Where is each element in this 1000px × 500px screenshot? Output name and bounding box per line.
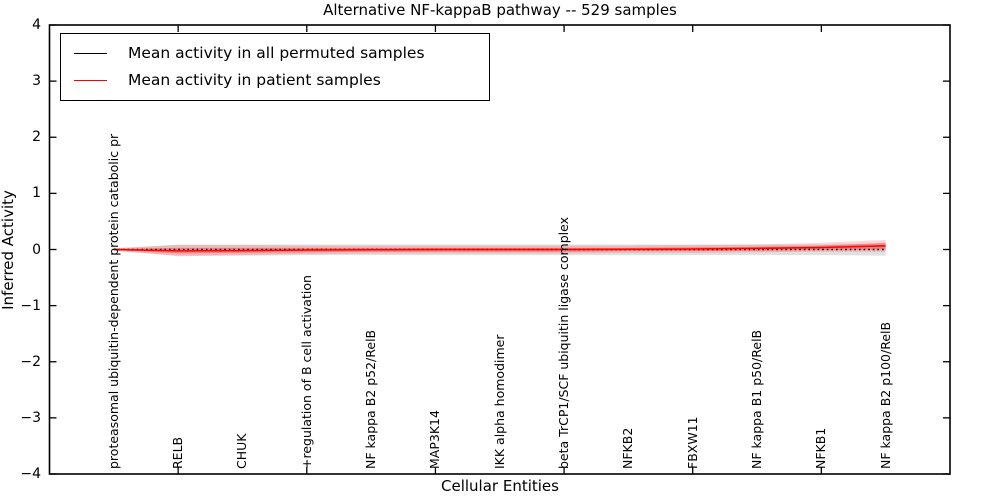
y-tick-label: −2 (20, 353, 41, 370)
x-category-label: proteasomal ubiquitin-dependent protein … (105, 133, 121, 469)
y-tick-label: 4 (32, 17, 41, 33)
plot-frame (48, 24, 951, 475)
x-category-label: CHUK (234, 433, 250, 469)
legend-entry-patient: Mean activity in patient samples (74, 67, 489, 93)
x-category-label: NFKB1 (813, 427, 829, 469)
x-category-label: NF kappa B1 p50/RelB (749, 329, 765, 469)
y-tick-label: 0 (32, 241, 41, 258)
x-category-label: NF kappa B2 p52/RelB (363, 329, 379, 469)
y-tick-label: 1 (32, 185, 41, 202)
x-category-label: NFKB2 (620, 427, 636, 469)
legend-label-permuted: Mean activity in all permuted samples (128, 44, 425, 62)
series-lines (113, 245, 886, 252)
x-category-label: IKK alpha homodimer (491, 334, 507, 470)
legend: Mean activity in all permuted samples Me… (60, 33, 490, 101)
x-category-label: beta TrCP1/SCF ubiquitin ligase complex (556, 217, 572, 469)
legend-line-black (74, 52, 107, 54)
x-axis-label: Cellular Entities (441, 477, 559, 495)
y-tick-label: 3 (32, 73, 41, 90)
legend-entry-permuted: Mean activity in all permuted samples (74, 40, 489, 66)
x-category-label: MAP3K14 (427, 410, 443, 469)
x-category-label: FBXW11 (684, 416, 700, 469)
x-category-label: NF kappa B2 p100/RelB (877, 321, 893, 469)
legend-line-red (74, 79, 107, 81)
chart-title: Alternative NF-kappaB pathway -- 529 sam… (323, 1, 677, 19)
y-tick-label: 2 (32, 129, 41, 146)
x-category-label: RELB (170, 436, 186, 469)
x-category-label: +regulation of B cell activation (298, 275, 314, 469)
y-tick-label: −4 (20, 466, 41, 482)
legend-label-patient: Mean activity in patient samples (128, 71, 381, 89)
y-tick-label: −3 (20, 409, 41, 426)
y-tick-label: −1 (20, 297, 41, 314)
